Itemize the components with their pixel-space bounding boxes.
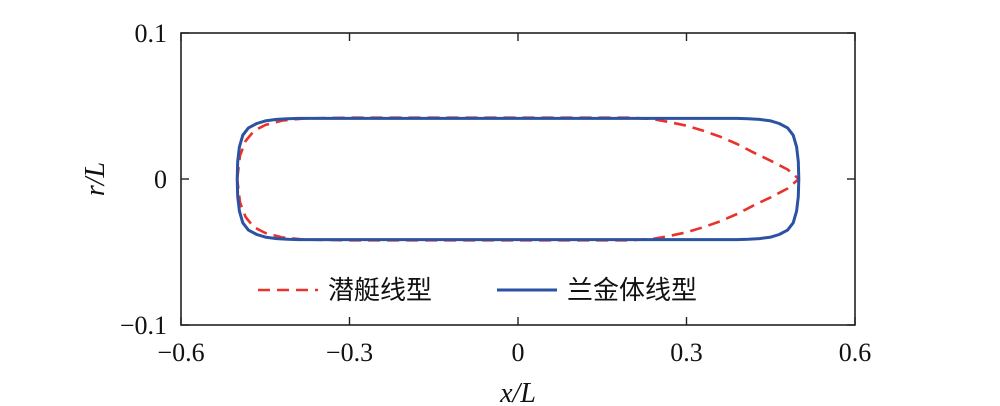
x-axis-ticks: −0.6 −0.3 0 0.3 0.6 [157, 33, 871, 367]
series-line-rankine [235, 116, 801, 242]
y-tick-label: 0.1 [135, 19, 168, 48]
x-tick-label: 0.6 [839, 338, 872, 367]
series-layer [235, 116, 801, 242]
x-tick-label: 0 [512, 338, 525, 367]
x-tick-label: −0.3 [326, 338, 373, 367]
x-tick-label: 0.3 [670, 338, 703, 367]
legend-label-submarine: 潜艇线型 [328, 276, 432, 306]
legend-label-rankine: 兰金体线型 [567, 276, 697, 306]
y-axis-label: r/L [80, 162, 111, 196]
x-tick-label: −0.6 [157, 338, 204, 367]
y-axis-ticks: −0.1 0 0.1 [120, 19, 855, 340]
legend: 潜艇线型 兰金体线型 [258, 276, 697, 306]
x-axis-label: x/L [499, 378, 536, 406]
y-tick-label: −0.1 [120, 311, 167, 340]
series-line-submarine [235, 116, 801, 242]
y-tick-label: 0 [154, 165, 167, 194]
plot-frame [180, 32, 856, 326]
